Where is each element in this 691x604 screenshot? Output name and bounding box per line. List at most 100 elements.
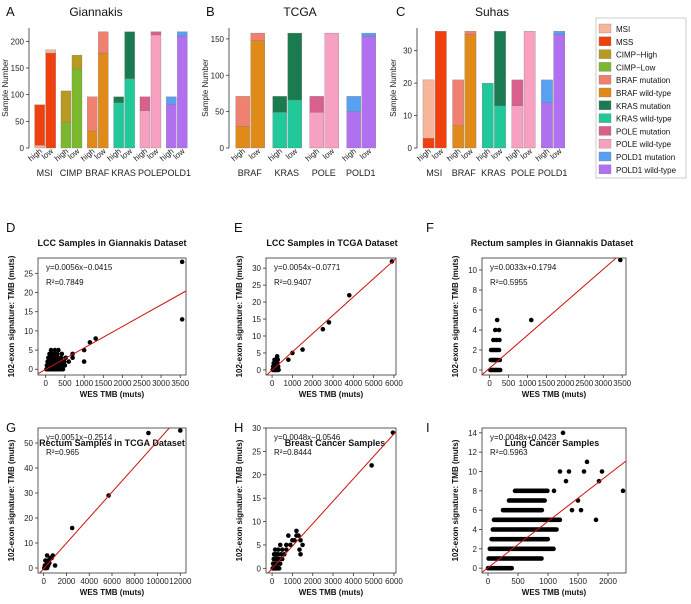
data-point bbox=[593, 517, 599, 523]
data-point bbox=[52, 347, 58, 353]
bar-segment bbox=[98, 52, 109, 149]
group-label: KRAS bbox=[275, 168, 300, 178]
data-point bbox=[179, 317, 185, 322]
plot-area bbox=[266, 258, 396, 375]
y-tick-label: 10 bbox=[403, 112, 412, 121]
data-point bbox=[557, 469, 563, 474]
legend-swatch bbox=[598, 75, 612, 85]
bar-segment bbox=[166, 96, 177, 105]
bar-segment bbox=[60, 122, 72, 149]
y-tick-label: 30 bbox=[252, 264, 261, 273]
plot-frame bbox=[265, 257, 397, 376]
x-tick-label: 2000 bbox=[304, 577, 322, 586]
group-label: POLD1 bbox=[346, 168, 376, 178]
legend-label: POLE wild-type bbox=[616, 140, 672, 149]
y-tick-label: 200 bbox=[11, 37, 25, 46]
bar-segment bbox=[511, 79, 524, 106]
y-tick-label: 0 bbox=[473, 564, 478, 573]
x-axis-label: WES TMB (muts) bbox=[80, 588, 145, 597]
bar-segment bbox=[34, 104, 45, 146]
y-tick-label: 150 bbox=[11, 64, 25, 73]
legend-label: BRAF mutation bbox=[616, 76, 670, 85]
data-point bbox=[59, 351, 65, 357]
bar-segment bbox=[541, 102, 553, 149]
bar-segment bbox=[361, 35, 376, 149]
x-tick-label: 500 bbox=[58, 379, 72, 388]
panel-letter-h: H bbox=[234, 420, 243, 435]
legend-swatch bbox=[598, 100, 612, 110]
legend-label: CIMP−High bbox=[616, 51, 657, 60]
x-axis-label: WES TMB (muts) bbox=[522, 390, 587, 399]
data-point bbox=[298, 551, 303, 557]
y-tick-label: 10 bbox=[252, 332, 261, 341]
panel-i: I Lung Cancer Samples 0 500 1000 1500 2000 0 2 4 6… bbox=[426, 420, 627, 597]
bar-segment bbox=[71, 68, 83, 149]
group-label: POLD1 bbox=[538, 168, 568, 178]
data-point bbox=[492, 327, 498, 333]
group-label: MSI bbox=[37, 168, 53, 178]
chart-title: Rectum samples in Giannakis Dataset bbox=[471, 238, 634, 248]
regression-line bbox=[482, 258, 617, 375]
y-tick-label: 20 bbox=[252, 298, 261, 307]
panel-f: F Rectum samples in Giannakis Dataset 0 500… bbox=[426, 220, 633, 399]
data-point bbox=[578, 507, 584, 513]
x-axis-label: WES TMB (muts) bbox=[80, 390, 145, 399]
r-squared: R²=0.965 bbox=[46, 448, 80, 457]
legend-label: BRAF wild-type bbox=[616, 89, 672, 98]
plot-frame bbox=[37, 257, 187, 376]
bar-segment bbox=[87, 96, 98, 132]
data-point bbox=[620, 488, 626, 494]
y-axis-label: 102-exon signature: TMB (muts) bbox=[451, 439, 460, 561]
legend-label: MSS bbox=[616, 38, 633, 47]
data-point bbox=[566, 469, 572, 474]
regression-line bbox=[267, 431, 396, 573]
x-tick-label: low bbox=[358, 147, 373, 162]
bar-segment bbox=[166, 104, 177, 149]
x-tick-label: 6000 bbox=[385, 379, 403, 388]
data-point bbox=[58, 355, 64, 361]
group-label: BRAF bbox=[85, 168, 110, 178]
bar-segment bbox=[98, 31, 109, 54]
legend-swatch bbox=[598, 36, 612, 46]
chart-title: Lung Cancer Samples bbox=[505, 438, 600, 448]
data-point bbox=[545, 488, 550, 494]
y-tick-label: 100 bbox=[11, 91, 25, 100]
y-tick-label: 0 bbox=[473, 366, 478, 375]
plot-frame bbox=[481, 427, 627, 574]
data-point bbox=[288, 542, 293, 548]
legend: MSI MSS CIMP−High CIMP−Low BRAF mutation BRAF… bbox=[595, 17, 687, 179]
data-point bbox=[294, 528, 299, 534]
data-point bbox=[560, 430, 566, 436]
bar-segment bbox=[177, 31, 188, 37]
bar-segment bbox=[464, 31, 477, 35]
bar-segment bbox=[464, 34, 477, 149]
data-point bbox=[545, 536, 551, 542]
data-point bbox=[563, 478, 569, 484]
y-tick-label: 20 bbox=[403, 79, 412, 88]
regression-equation: y=0.0056x−0.0415 bbox=[46, 263, 113, 272]
bar-segment bbox=[541, 79, 553, 103]
legend-swatch bbox=[598, 151, 612, 162]
bar-segment bbox=[124, 31, 135, 79]
data-point bbox=[599, 469, 605, 474]
data-point bbox=[496, 347, 502, 353]
bar-segment bbox=[139, 96, 151, 111]
x-tick-label: 3500 bbox=[171, 379, 189, 388]
y-tick-label: 0 bbox=[29, 365, 34, 374]
data-point bbox=[300, 347, 305, 352]
data-point bbox=[494, 317, 500, 323]
y-tick-label: 40 bbox=[24, 464, 33, 473]
data-point bbox=[286, 357, 291, 363]
panel-letter-d: D bbox=[6, 220, 15, 235]
y-tick-label: 20 bbox=[24, 514, 33, 523]
bar-segment bbox=[482, 82, 494, 149]
bar-segment bbox=[494, 105, 506, 149]
y-tick-label: 30 bbox=[403, 47, 412, 56]
x-tick-label: 1000 bbox=[519, 379, 537, 388]
data-point bbox=[551, 488, 557, 494]
chart-title: LCC Samples in Giannakis Dataset bbox=[37, 238, 186, 248]
data-point bbox=[286, 533, 291, 538]
